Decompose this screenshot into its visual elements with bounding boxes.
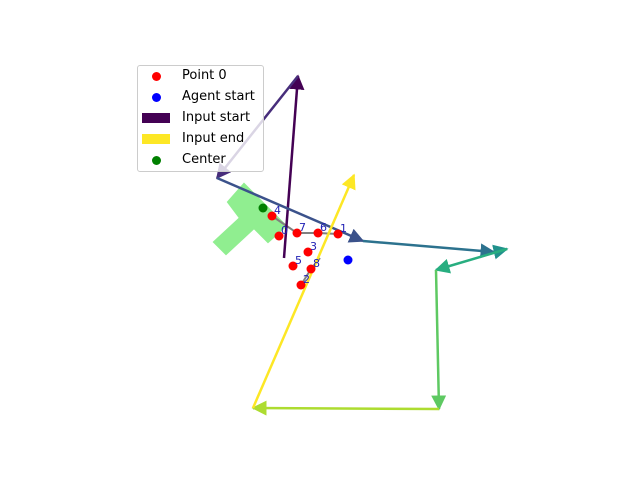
trajectory-arrow-0 [282, 74, 305, 259]
red-point-4 [267, 211, 277, 221]
point-layer: 0 1 2 3 4 5 6 7 8 [258, 203, 353, 290]
legend: Point 0 Agent start Input start Input en… [137, 65, 264, 172]
trajectory-arrow-7 [251, 400, 440, 416]
trajectory-arrow-8 [251, 173, 356, 409]
point-label-0: 0 [281, 224, 288, 237]
legend-marker-input-end [142, 134, 170, 144]
point-label-2: 2 [303, 273, 310, 286]
red-point-7 [292, 228, 302, 238]
red-point-5 [288, 261, 298, 271]
point-label-3: 3 [310, 240, 317, 253]
legend-label-center: Center [182, 152, 226, 167]
legend-marker-agent-start [152, 93, 161, 102]
red-point-8 [306, 264, 316, 274]
red-point-0 [274, 231, 284, 241]
legend-marker-point0 [152, 72, 161, 81]
point-label-5: 5 [295, 254, 302, 267]
agent-start-point [343, 255, 353, 265]
legend-label-input-start: Input start [182, 110, 251, 125]
legend-label-point0: Point 0 [182, 68, 227, 83]
point-label-4: 4 [274, 204, 281, 217]
trajectory-arrow-3 [362, 239, 496, 259]
legend-label-input-end: Input end [182, 131, 245, 146]
legend-label-agent-start: Agent start [182, 89, 255, 104]
trajectory-arrow-6 [431, 269, 447, 411]
point-label-1: 1 [340, 222, 347, 235]
red-point-1 [333, 229, 343, 239]
red-point-6 [313, 228, 323, 238]
shape-layer [212, 182, 288, 256]
center-point [258, 203, 268, 213]
point-label-6: 6 [320, 221, 327, 234]
legend-marker-input-start [142, 113, 170, 123]
trajectory-arrow-5 [434, 247, 508, 274]
point-label-7: 7 [299, 221, 306, 234]
point-label-8: 8 [313, 257, 320, 270]
red-point-2 [296, 280, 306, 290]
legend-marker-center [152, 156, 161, 165]
red-point-3 [303, 247, 313, 257]
shape-blob [212, 182, 288, 256]
